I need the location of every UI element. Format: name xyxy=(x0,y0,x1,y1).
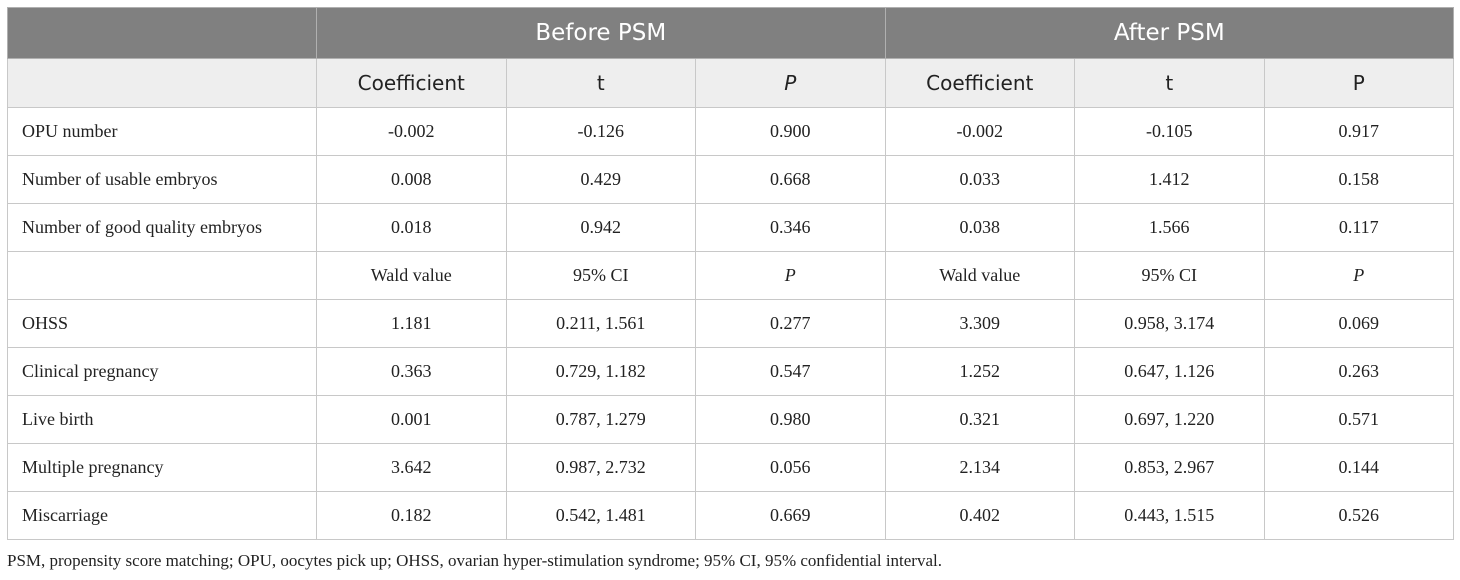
table-cell: 0.668 xyxy=(695,155,886,204)
row-label: OPU number xyxy=(7,107,317,156)
table-cell: 0.526 xyxy=(1263,491,1455,540)
table-footnote: PSM, propensity score matching; OPU, ooc… xyxy=(7,551,942,570)
table-cell: 0.917 xyxy=(1263,107,1455,156)
table-cell: 0.697, 1.220 xyxy=(1074,395,1265,444)
table-cell: 0.571 xyxy=(1263,395,1455,444)
table-cell: P xyxy=(1263,251,1455,300)
table-row: Live birth 0.001 0.787, 1.279 0.980 0.321 0.6… xyxy=(7,395,1455,444)
row-label: Clinical pregnancy xyxy=(7,347,317,396)
table-cell: 0.402 xyxy=(884,491,1076,540)
table-cell: 0.158 xyxy=(1263,155,1455,204)
table-cell: 0.277 xyxy=(695,299,886,348)
table-cell: 0.001 xyxy=(316,395,507,444)
header-blank-cell xyxy=(7,7,317,59)
row-label xyxy=(7,251,317,300)
table-cell: 0.363 xyxy=(316,347,507,396)
table-cell: Wald value xyxy=(316,251,507,300)
table-cell: 0.547 xyxy=(695,347,886,396)
header-before-psm: Before PSM xyxy=(316,7,886,59)
table-cell: 0.182 xyxy=(316,491,507,540)
table-cell: 0.787, 1.279 xyxy=(505,395,696,444)
table-cell: 95% CI xyxy=(1074,251,1265,300)
sub-header-t-after: t xyxy=(1074,58,1265,108)
table-cell: 0.038 xyxy=(884,203,1076,252)
table-cell: 0.669 xyxy=(695,491,886,540)
table-cell: 0.263 xyxy=(1263,347,1455,396)
row-label: Multiple pregnancy xyxy=(7,443,317,492)
table-cell: 1.181 xyxy=(316,299,507,348)
table-cell: 3.309 xyxy=(884,299,1076,348)
table-cell: 0.942 xyxy=(505,203,696,252)
row-label: Miscarriage xyxy=(7,491,317,540)
table-cell: 0.346 xyxy=(695,203,886,252)
table-cell: 95% CI xyxy=(505,251,696,300)
table-body: OPU number -0.002 -0.126 0.900 -0.002 -0.105 0… xyxy=(7,107,1455,540)
table-cell: 0.542, 1.481 xyxy=(505,491,696,540)
table-row: Miscarriage 0.182 0.542, 1.481 0.669 0.402 0.… xyxy=(7,491,1455,540)
row-label: Number of good quality embryos xyxy=(7,203,317,252)
table-cell: 0.647, 1.126 xyxy=(1074,347,1265,396)
table-cell: Wald value xyxy=(884,251,1076,300)
table-cell: 0.321 xyxy=(884,395,1076,444)
table-row: Multiple pregnancy 3.642 0.987, 2.732 0.056… xyxy=(7,443,1455,492)
table-cell: 1.566 xyxy=(1074,203,1265,252)
table-cell: 0.958, 3.174 xyxy=(1074,299,1265,348)
table-cell: -0.002 xyxy=(316,107,507,156)
table-cell: 0.853, 2.967 xyxy=(1074,443,1265,492)
table-cell: 1.252 xyxy=(884,347,1076,396)
sub-header-t-before: t xyxy=(505,58,696,108)
table-cell: 0.443, 1.515 xyxy=(1074,491,1265,540)
table-cell: 2.134 xyxy=(884,443,1076,492)
table-row: Number of good quality embryos 0.018 0.942… xyxy=(7,203,1455,252)
table-cell: 0.211, 1.561 xyxy=(505,299,696,348)
table-cell: 0.900 xyxy=(695,107,886,156)
table-cell: 3.642 xyxy=(316,443,507,492)
table-row: OHSS 1.181 0.211, 1.561 0.277 3.309 0.958, 3.… xyxy=(7,299,1455,348)
table-cell: 0.069 xyxy=(1263,299,1455,348)
table-cell: P xyxy=(695,251,886,300)
group-header-row: Before PSM After PSM xyxy=(7,7,1455,59)
row-label: Live birth xyxy=(7,395,317,444)
table-cell: 0.018 xyxy=(316,203,507,252)
table-row: OPU number -0.002 -0.126 0.900 -0.002 -0.105 0… xyxy=(7,107,1455,156)
table-cell: -0.002 xyxy=(884,107,1076,156)
sub-header-row: Coefficient t P Coefficient t P xyxy=(7,58,1455,108)
table-cell: 0.144 xyxy=(1263,443,1455,492)
table-cell: 0.987, 2.732 xyxy=(505,443,696,492)
results-table: Before PSM After PSM Coefficient t P Coe… xyxy=(7,7,1455,540)
table-cell: -0.126 xyxy=(505,107,696,156)
sub-header-blank-cell xyxy=(7,58,317,108)
table-cell: 0.729, 1.182 xyxy=(505,347,696,396)
sub-header-coefficient-before: Coefficient xyxy=(316,58,507,108)
table-row: Clinical pregnancy 0.363 0.729, 1.182 0.547… xyxy=(7,347,1455,396)
row-label: Number of usable embryos xyxy=(7,155,317,204)
table-cell: 0.429 xyxy=(505,155,696,204)
sub-header-p-after: P xyxy=(1263,58,1455,108)
sub-header-coefficient-after: Coefficient xyxy=(884,58,1076,108)
table-cell: 1.412 xyxy=(1074,155,1265,204)
header-after-psm: After PSM xyxy=(884,7,1455,59)
table-cell: -0.105 xyxy=(1074,107,1265,156)
table-cell: 0.980 xyxy=(695,395,886,444)
results-table-container: Before PSM After PSM Coefficient t P Coe… xyxy=(7,7,1455,540)
table-cell: 0.008 xyxy=(316,155,507,204)
row-label: OHSS xyxy=(7,299,317,348)
table-row: Wald value 95% CI P Wald value 95% CI P xyxy=(7,251,1455,300)
table-cell: 0.117 xyxy=(1263,203,1455,252)
table-row: Number of usable embryos 0.008 0.429 0.668 0… xyxy=(7,155,1455,204)
table-cell: 0.033 xyxy=(884,155,1076,204)
sub-header-p-before: P xyxy=(695,58,886,108)
table-cell: 0.056 xyxy=(695,443,886,492)
